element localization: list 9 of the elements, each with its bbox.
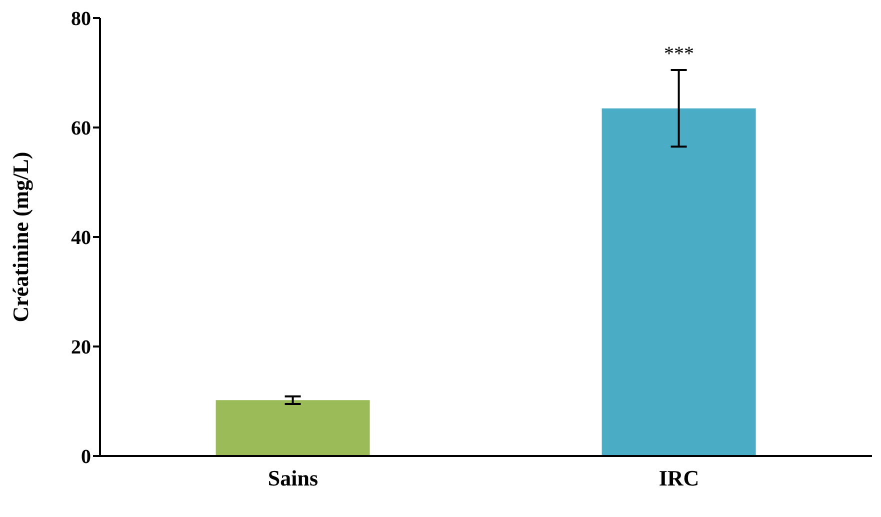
y-axis-title: Créatinine (mg/L) [8,152,33,322]
y-tick-label: 20 [71,336,91,359]
y-tick-label: 60 [71,118,91,140]
x-tick-label: IRC [658,466,700,491]
y-tick-label: 80 [71,8,91,30]
y-tick-label: 40 [71,227,91,250]
annotation: *** [664,43,694,66]
x-tick-label: Sains [268,466,319,491]
y-tick-label: 0 [81,446,91,468]
